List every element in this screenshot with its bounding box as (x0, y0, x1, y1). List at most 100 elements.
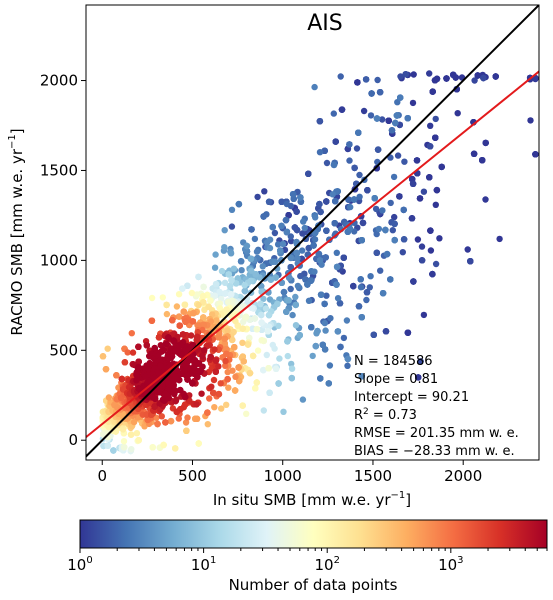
scatter-point (277, 247, 284, 254)
scatter-point (391, 213, 398, 221)
scatter-point (388, 127, 396, 134)
scatter-point (241, 287, 249, 295)
scatter-point (379, 290, 387, 297)
scatter-point (334, 328, 342, 335)
scatter-point (253, 326, 261, 333)
scatter-point (260, 366, 267, 374)
scatter-point (163, 301, 170, 309)
scatter-point (150, 384, 157, 391)
scatter-point (193, 401, 200, 408)
scatter-point (304, 281, 311, 288)
scatter-point (302, 235, 310, 242)
scatter-point (272, 274, 279, 281)
scatter-point (286, 274, 293, 281)
scatter-point (281, 246, 289, 254)
scatter-point (246, 334, 253, 342)
scatter-point (310, 242, 317, 249)
scatter-point (274, 241, 282, 248)
scatter-point (163, 310, 171, 318)
scatter-point (104, 345, 111, 352)
scatter-point (397, 73, 404, 80)
scatter-point (292, 293, 299, 301)
scatter-point (317, 208, 324, 216)
scatter-point (129, 349, 137, 356)
scatter-point (353, 145, 361, 152)
scatter-point (272, 258, 279, 265)
scatter-point (146, 359, 153, 367)
scatter-point (404, 329, 412, 336)
scatter-point (212, 368, 219, 375)
scatter-point (333, 281, 340, 288)
scatter-point (229, 336, 236, 344)
scatter-point (252, 385, 259, 392)
scatter-point (323, 198, 330, 205)
scatter-point (414, 236, 422, 243)
scatter-point (340, 254, 347, 261)
scatter-point (387, 276, 394, 283)
scatter-point (246, 369, 254, 377)
scatter-point (373, 230, 380, 238)
scatter-point (155, 334, 163, 341)
scatter-point (260, 213, 267, 220)
scatter-point (300, 218, 307, 225)
scatter-point (165, 334, 172, 341)
scatter-point (438, 163, 445, 171)
scatter-point (285, 212, 292, 219)
scatter-point (217, 380, 224, 387)
scatter-point (189, 318, 197, 325)
scatter-point (224, 376, 231, 383)
scatter-point (175, 313, 183, 320)
scatter-point (377, 267, 384, 274)
scatter-point (212, 251, 219, 258)
scatter-point (496, 235, 503, 243)
scatter-point (429, 270, 436, 278)
scatter-point (302, 276, 309, 283)
scatter-point (436, 235, 443, 242)
scatter-point (287, 233, 294, 240)
scatter-point (222, 357, 229, 365)
scatter-point (416, 195, 424, 202)
scatter-point (168, 353, 176, 360)
scatter-point (482, 196, 489, 203)
scatter-point (296, 332, 303, 339)
scatter-point (333, 249, 340, 256)
scatter-point (148, 294, 156, 302)
scatter-point (404, 115, 411, 122)
scatter-point (345, 196, 352, 203)
scatter-point (266, 389, 273, 396)
scatter-point (243, 242, 251, 250)
scatter-point (294, 282, 302, 290)
scatter-point (218, 267, 226, 275)
scatter-point (293, 208, 300, 215)
scatter-point (176, 341, 184, 349)
scatter-point (153, 414, 160, 421)
scatter-point (336, 300, 344, 307)
scatter-point (284, 338, 291, 345)
scatter-point (312, 342, 319, 350)
scatter-point (240, 358, 247, 365)
scatter-point (338, 106, 346, 113)
scatter-point (368, 90, 375, 97)
scatter-point (474, 72, 481, 79)
scatter-point (159, 294, 166, 301)
scatter-point (102, 366, 110, 373)
scatter-point (316, 257, 324, 264)
scatter-point (127, 431, 135, 438)
scatter-point (232, 317, 239, 325)
scatter-point (208, 311, 216, 318)
scatter-point (382, 226, 389, 234)
scatter-point (207, 353, 214, 361)
scatter-point (427, 227, 434, 234)
scatter-point (358, 314, 365, 321)
scatter-point (118, 375, 126, 383)
scatter-point (211, 264, 219, 271)
scatter-point (130, 418, 138, 426)
scatter-point (362, 76, 370, 83)
scatter-point (188, 379, 196, 386)
scatter-point (343, 317, 351, 324)
scatter-point (410, 71, 417, 78)
scatter-point (387, 199, 394, 207)
scatter-point (119, 426, 127, 433)
scatter-point (149, 444, 156, 451)
